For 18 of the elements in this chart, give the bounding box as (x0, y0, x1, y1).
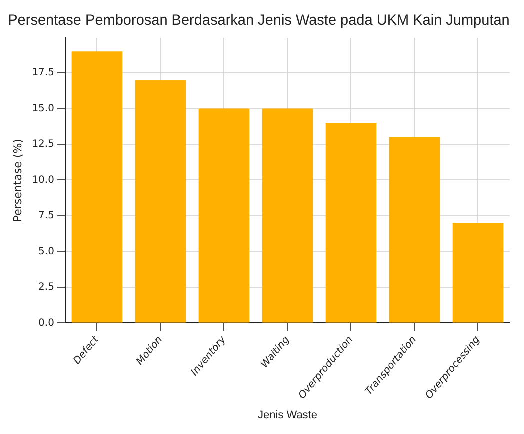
y-axis-title: Persentase (%) (11, 139, 24, 222)
x-axis-title: Jenis Waste (258, 409, 318, 422)
bar (198, 108, 250, 323)
bar (452, 223, 504, 323)
y-tick-label: 2.5 (38, 282, 54, 294)
y-tick-label: 10.0 (32, 174, 54, 186)
bar (262, 108, 314, 323)
bar (72, 52, 123, 323)
y-tick-label: 5.0 (38, 246, 54, 258)
bar (389, 137, 440, 323)
y-tick-label: 17.5 (32, 68, 54, 79)
chart-title: Persentase Pemborosan Berdasarkan Jenis Waste pada UKM Kain Jumputan (8, 12, 510, 30)
y-tick-label: 7.5 (38, 210, 54, 222)
y-tick-label: 15.0 (32, 103, 54, 114)
bar (326, 123, 377, 323)
y-tick-label: 0.0 (38, 318, 54, 329)
y-tick-label: 12.5 (32, 139, 54, 150)
bar (135, 80, 186, 323)
